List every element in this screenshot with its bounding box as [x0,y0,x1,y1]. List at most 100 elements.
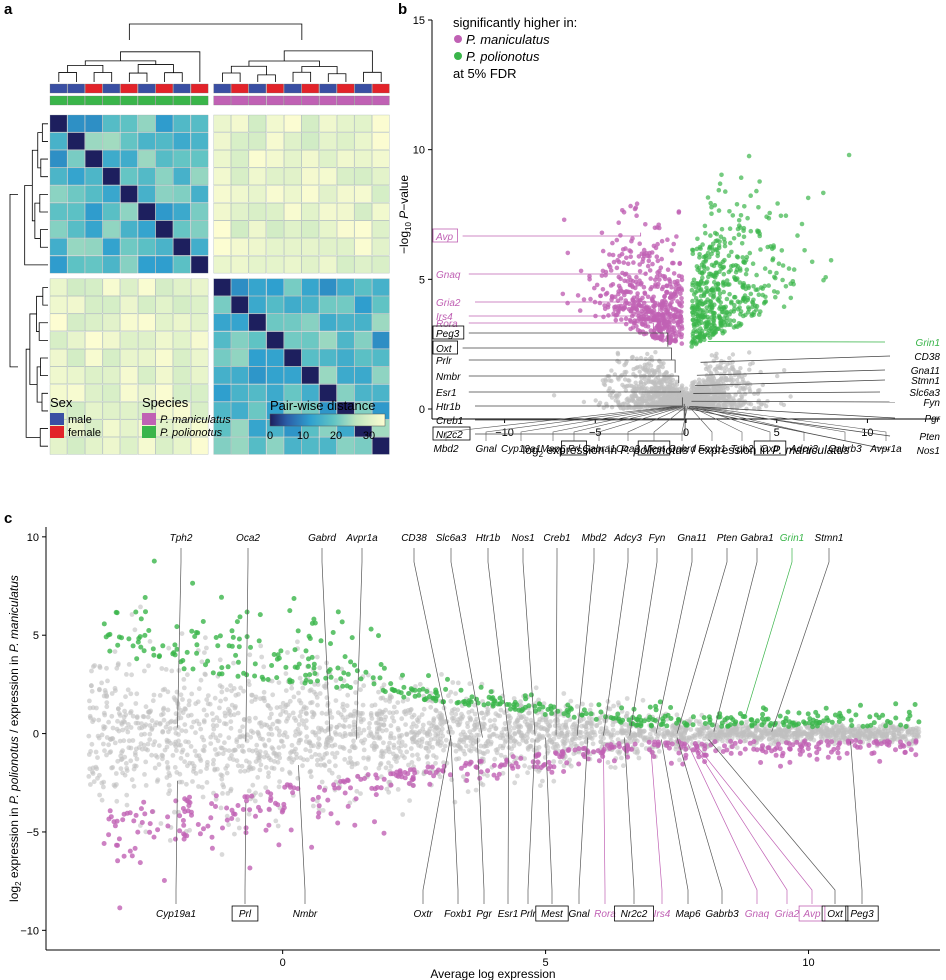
heatmap-cell [248,132,267,150]
heatmap-cell [67,132,85,150]
volcano-point [673,386,678,391]
volcano-point [633,279,639,285]
ma-point [246,747,252,753]
volcano-point [742,260,748,266]
volcano-point [727,226,733,231]
heatmap-cell [173,437,191,455]
ma-point [236,825,242,831]
ma-point [569,737,575,743]
volcano-point [581,399,587,405]
ma-point [291,694,297,700]
ma-point [313,732,319,738]
ma-point [188,744,194,749]
ma-point [147,710,152,715]
ma-point [581,716,586,722]
heatmap-cell [372,313,390,332]
gene-label: Creb1 [436,416,463,427]
ma-point [360,702,366,708]
ma-point [147,639,153,644]
gene-label: Pten [919,432,940,443]
volcano-point [751,297,756,303]
species-cell [284,95,302,106]
volcano-point [693,296,699,301]
ma-point [574,704,580,709]
sex-cell [102,83,121,94]
ma-point [590,741,596,747]
volcano-point [652,284,658,289]
species-cell [120,95,138,106]
volcano-point [809,259,815,265]
ma-point [545,745,551,750]
ma-point [217,718,222,724]
ma-point [387,740,392,746]
volcano-point [736,321,742,326]
gene-label: Rora [436,319,458,330]
ma-point [134,714,140,720]
volcano-point [655,324,661,329]
volcano-point [692,338,697,344]
heatmap-cell [248,296,267,314]
volcano-point [657,328,663,333]
ma-point [289,742,295,748]
volcano-point [703,259,708,264]
ma-point [149,752,155,758]
gene-leader [468,332,669,347]
volcano-point [750,300,756,306]
panel-label-c: c [4,510,12,527]
ma-point [345,692,351,698]
volcano-point [600,268,606,274]
legend-sp2-label: P. polionotus [160,427,223,439]
sex-cell [284,83,302,94]
heatmap-cell [49,185,68,203]
legend-significance: significantly higher in: P. maniculatus … [453,15,577,81]
gene-label: Avpr1a [869,444,902,455]
volcano-point [685,401,691,407]
ma-point [430,745,435,750]
volcano-point [617,253,622,259]
volcano-point [708,271,714,277]
volcano-point [771,289,777,294]
heatmap-cell [120,150,138,168]
heatmap-cell [120,419,138,437]
ma-point [506,720,512,726]
ma-point [851,727,857,732]
ma-point [273,818,279,824]
heatmap-cell [155,220,173,238]
volcano-point [600,248,606,254]
species-cell [138,95,156,106]
heatmap-cells [49,114,390,455]
ma-point [656,749,662,754]
heatmap-cell [102,203,121,221]
ma-point [186,698,192,704]
ma-point [563,719,569,725]
species-cell [266,95,284,106]
heatmap-cell [67,366,85,384]
ma-point [329,715,335,720]
ma-point [227,708,233,714]
ma-point [219,773,225,778]
ma-point [621,763,626,769]
ma-point [185,672,190,678]
volcano-point [689,287,695,293]
gene-label: Slc6a3 [909,388,940,399]
sex-cell [85,83,103,94]
sex-cell [354,83,372,94]
volcano-point [671,319,677,324]
heatmap-cell [284,203,302,221]
volcano-point [675,322,681,328]
volcano-point [647,268,653,273]
volcano-point [666,391,672,396]
colorbar-tick-20: 20 [330,430,342,442]
heatmap-cell [284,349,302,367]
volcano-point [628,308,633,314]
volcano-point [724,401,729,407]
heatmap-cell [67,384,85,402]
dendrogram-branch [25,348,41,438]
sex-cell [120,83,138,94]
volcano-point [734,267,740,273]
ma-point [640,735,646,740]
volcano-point [581,297,587,302]
volcano-point [715,281,721,287]
gene-leader [695,379,886,387]
